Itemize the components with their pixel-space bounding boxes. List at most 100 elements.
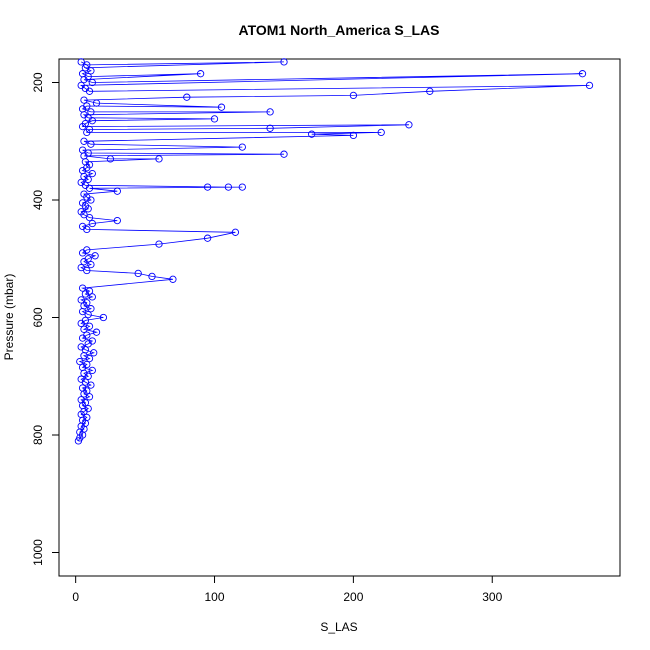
data-point [88,293,96,301]
data-point [88,78,96,87]
data-point [377,128,385,137]
data-point [83,413,91,422]
data-point [238,183,246,191]
data-point [87,67,95,75]
data-point [426,87,434,95]
data-point [77,396,85,404]
data-point [88,169,96,178]
data-point [203,183,212,191]
data-point [266,108,274,116]
data-point [308,130,316,138]
data-point [224,183,233,191]
data-point [77,208,85,216]
data-point [280,58,288,66]
y-tick-label: 1000 [31,539,45,566]
x-tick-label: 0 [72,590,79,604]
data-point [78,384,87,392]
data-point [83,299,91,307]
data-point [87,260,95,269]
data-point [87,108,95,116]
data-point [84,72,92,81]
data-point [77,343,85,351]
data-point [183,93,191,101]
plot-area-box [58,58,621,577]
data-point [85,354,94,363]
data-point [87,140,95,148]
y-tick-label: 200 [31,72,45,92]
data-point [155,155,163,163]
data-point [84,310,92,319]
data-point [113,216,121,225]
data-point [85,393,94,401]
data-point [84,404,92,413]
data-point [349,91,358,100]
data-point [88,337,96,345]
data-point [78,222,87,231]
x-axis-label: S_LAS [320,620,357,634]
data-point [85,213,94,222]
data-point [90,349,98,357]
data-point [81,316,90,325]
data-point [106,155,115,163]
data-point [85,322,94,330]
data-point [83,61,91,69]
data-point [148,272,156,281]
data-point [405,121,413,129]
data-point [231,228,240,236]
data-point [77,81,85,90]
data-point [99,313,108,322]
data-point [210,115,219,123]
x-tick-label: 100 [205,590,225,604]
y-axis-label: Pressure (mbar) [2,274,16,361]
data-point [196,70,205,78]
data-point [80,96,88,104]
data-point [91,252,99,260]
data-point [280,150,288,158]
data-point [92,328,101,336]
data-point [76,357,84,366]
data-point [266,124,274,132]
data-point [349,131,358,140]
data-point [83,360,91,369]
data-point [85,287,94,295]
data-point [83,266,91,275]
data-point [83,102,91,110]
data-point [77,263,85,272]
data-point [78,199,87,207]
data-point [92,99,101,107]
data-point [84,149,92,157]
data-point [217,103,226,111]
data-point [238,143,246,151]
data-point [87,381,95,389]
data-point [169,275,177,283]
data-point [77,375,85,383]
data-point [80,190,88,198]
data-point [78,146,87,154]
data-point [81,119,90,128]
data-point [77,58,85,66]
data-point [78,70,87,78]
data-point [80,325,88,333]
data-point [77,296,85,304]
y-tick-label: 800 [31,425,45,445]
y-tick-label: 400 [31,190,45,210]
series-line [78,61,590,442]
series-layer [74,58,594,445]
x-tick-label: 300 [482,590,502,604]
data-point [155,240,163,248]
chart-title: ATOM1 North_America S_LAS [239,22,440,38]
data-point [113,187,121,195]
data-point [134,269,142,278]
data-point [80,137,88,145]
data-point [84,255,92,263]
data-point [83,246,91,254]
y-axis: 200 400 600 800 1000 [31,72,59,566]
data-point [585,81,594,90]
data-point [578,70,587,78]
data-point [203,234,212,242]
data-point [77,178,85,187]
data-point [88,366,96,375]
data-point [83,331,91,339]
x-axis: 0 100 200 300 [72,576,503,604]
